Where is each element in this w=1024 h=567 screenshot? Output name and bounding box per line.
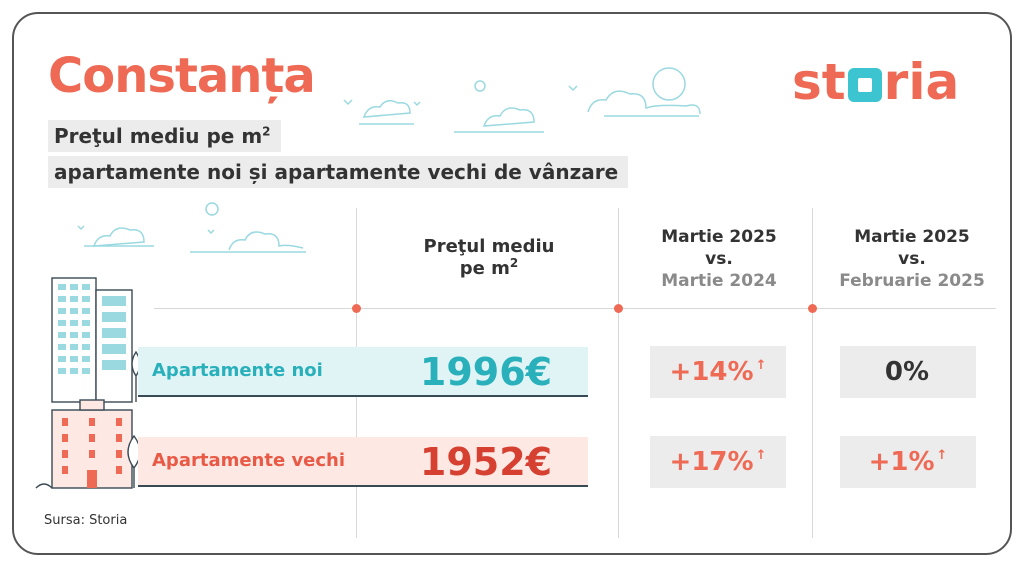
price-value: 1952€	[419, 440, 553, 484]
price-value: 1996€	[419, 350, 553, 394]
mom-badge: 0%	[840, 346, 976, 398]
column-header-line: pe m2	[409, 256, 569, 280]
subtitle-text: Preţul mediu pe m	[54, 124, 263, 148]
column-divider	[618, 208, 619, 538]
column-header-line: Preţul mediu	[423, 236, 555, 257]
column-header-line: vs.	[898, 249, 926, 269]
yoy-value: +17%	[669, 447, 754, 477]
subtitle-superscript: 2	[262, 124, 271, 139]
divider-dot	[614, 304, 623, 313]
divider-dot	[352, 304, 361, 313]
column-divider	[812, 208, 813, 538]
column-header-line: Martie 2024	[661, 271, 777, 291]
subtitle-line-2: apartamente noi și apartamente vechi de …	[48, 156, 629, 188]
mom-value: +1%	[868, 447, 935, 477]
logo-text-left: st	[792, 53, 846, 111]
column-header-line: Martie 2025	[661, 227, 777, 247]
row-label: Apartamente vechi	[152, 450, 346, 471]
mom-value: 0%	[884, 357, 930, 387]
arrow-up-icon: ↑	[755, 448, 767, 463]
table-row-old: Apartamente vechi 1952€	[138, 437, 588, 487]
column-header-superscript: 2	[509, 256, 519, 270]
infographic-card: Constanța st ria Preţul mediu pe m2 apart…	[12, 12, 1012, 555]
logo-text-right: ria	[883, 53, 960, 111]
column-header-mom: Martie 2025 vs. Februarie 2025	[822, 226, 1002, 292]
column-header-price: Preţul mediu pe m2	[409, 236, 569, 280]
column-header-line: Februarie 2025	[839, 271, 985, 291]
column-header-text: pe m	[459, 258, 510, 279]
source-note: Sursa: Storia	[44, 513, 128, 528]
column-header-line: vs.	[705, 249, 733, 269]
mom-badge: +1% ↑	[840, 436, 976, 488]
storia-logo: st ria	[792, 54, 959, 110]
table-row-new: Apartamente noi 1996€	[138, 347, 588, 397]
arrow-up-icon: ↑	[936, 448, 948, 463]
logo-square-icon	[847, 68, 882, 102]
arrow-up-icon: ↑	[755, 358, 767, 373]
yoy-badge: +14% ↑	[650, 346, 786, 398]
column-header-yoy: Martie 2025 vs. Martie 2024	[634, 226, 804, 292]
row-label: Apartamente noi	[152, 360, 323, 381]
cloud-icon	[77, 67, 701, 253]
old-building-icon	[35, 399, 141, 489]
header-divider	[154, 308, 996, 309]
modern-building-icon	[51, 277, 141, 403]
divider-dot	[808, 304, 817, 313]
page-title: Constanța	[48, 48, 316, 104]
yoy-value: +14%	[669, 357, 754, 387]
subtitle-line-1: Preţul mediu pe m2	[48, 120, 281, 152]
yoy-badge: +17% ↑	[650, 436, 786, 488]
column-header-line: Martie 2025	[854, 227, 970, 247]
